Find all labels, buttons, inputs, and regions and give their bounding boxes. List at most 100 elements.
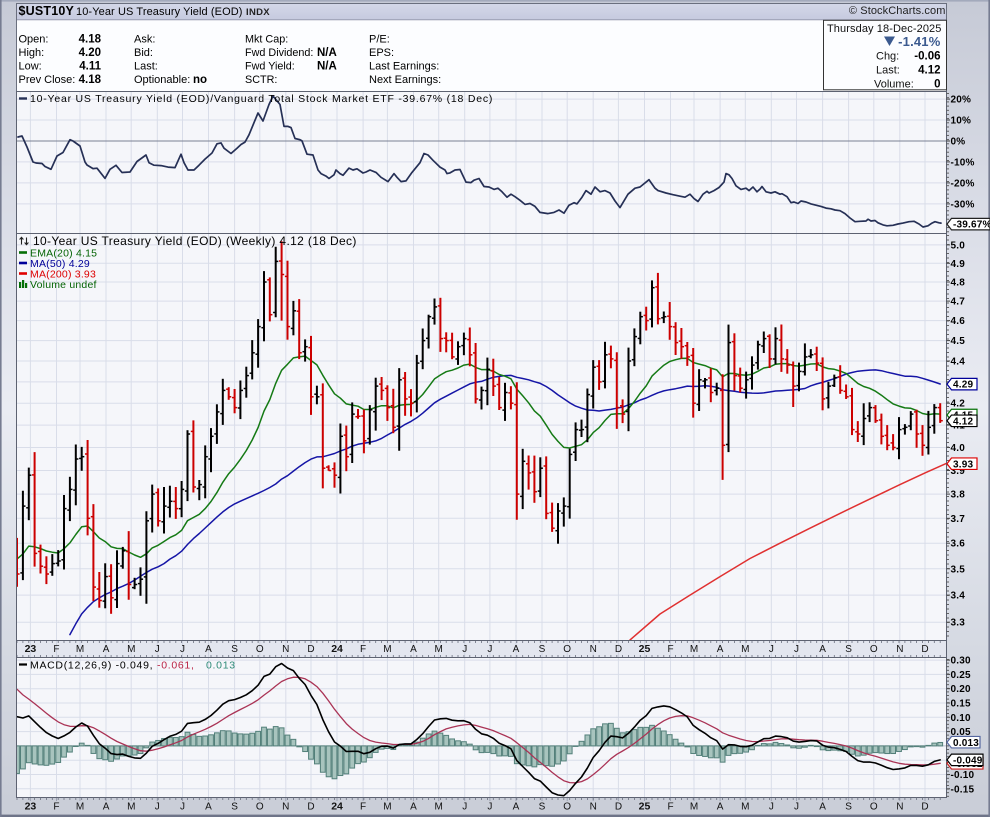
svg-text:-0.061,: -0.061,	[157, 660, 195, 672]
svg-text:0.20: 0.20	[951, 684, 972, 695]
svg-text:3.9: 3.9	[951, 466, 966, 477]
svg-text:MA(50) 4.29: MA(50) 4.29	[30, 258, 90, 270]
svg-text:-39.67%: -39.67%	[953, 220, 990, 231]
svg-text:M: M	[383, 644, 391, 655]
svg-text:J: J	[462, 802, 467, 813]
svg-text:F: F	[360, 644, 366, 655]
svg-text:F: F	[667, 802, 673, 813]
svg-text:Bid:: Bid:	[134, 47, 153, 59]
svg-text:J: J	[180, 802, 185, 813]
svg-text:10-Year US Treasury Yield (EOD: 10-Year US Treasury Yield (EOD)/Vanguard…	[30, 93, 493, 105]
svg-text:0.15: 0.15	[951, 699, 972, 710]
svg-text:N: N	[590, 644, 597, 655]
svg-text:Volume:: Volume:	[874, 79, 914, 91]
svg-text:4.9: 4.9	[951, 259, 966, 270]
svg-text:-0.06: -0.06	[914, 51, 940, 63]
svg-text:0: 0	[934, 79, 940, 91]
svg-text:S: S	[845, 644, 852, 655]
svg-text:D: D	[921, 802, 928, 813]
svg-text:23: 23	[25, 643, 37, 655]
svg-text:SCTR:: SCTR:	[245, 74, 277, 86]
svg-text:J: J	[180, 644, 185, 655]
svg-text:4.2: 4.2	[951, 399, 966, 410]
svg-text:$UST10Y: $UST10Y	[19, 4, 75, 18]
svg-text:O: O	[256, 802, 264, 813]
svg-text:F: F	[53, 644, 59, 655]
svg-text:10-Year US Treasury Yield (EOD: 10-Year US Treasury Yield (EOD) (Weekly)…	[33, 234, 357, 248]
svg-text:-0.049: -0.049	[953, 756, 983, 767]
svg-text:J: J	[155, 802, 160, 813]
svg-text:M: M	[76, 802, 84, 813]
svg-text:4.8: 4.8	[951, 277, 966, 288]
svg-text:3.3: 3.3	[951, 618, 966, 629]
svg-text:4.5: 4.5	[951, 336, 966, 347]
svg-text:3.8: 3.8	[951, 490, 966, 501]
svg-text:F: F	[667, 644, 673, 655]
svg-text:N/A: N/A	[317, 61, 337, 73]
svg-text:0.25: 0.25	[951, 670, 972, 681]
svg-text:Low:: Low:	[19, 61, 42, 73]
svg-text:EMA(20) 4.15: EMA(20) 4.15	[30, 248, 97, 260]
svg-text:O: O	[256, 644, 264, 655]
svg-text:A: A	[410, 644, 417, 655]
svg-text:A: A	[205, 802, 212, 813]
svg-text:Chg:: Chg:	[876, 51, 899, 63]
svg-text:O: O	[870, 802, 878, 813]
svg-text:0.013: 0.013	[953, 738, 979, 749]
svg-text:O: O	[563, 644, 571, 655]
svg-text:M: M	[127, 644, 135, 655]
svg-text:N: N	[896, 802, 903, 813]
svg-text:Optionable:: Optionable:	[134, 74, 190, 86]
svg-text:EPS:: EPS:	[369, 47, 394, 59]
svg-text:J: J	[487, 644, 492, 655]
svg-text:A: A	[717, 802, 724, 813]
svg-text:D: D	[307, 802, 314, 813]
svg-text:M: M	[690, 802, 698, 813]
svg-text:M: M	[690, 644, 698, 655]
svg-text:-30%: -30%	[951, 199, 975, 210]
svg-text:M: M	[383, 802, 391, 813]
svg-text:S: S	[231, 644, 238, 655]
svg-text:25: 25	[639, 801, 651, 813]
svg-text:Last:: Last:	[876, 65, 900, 77]
svg-text:A: A	[513, 802, 520, 813]
svg-text:P/E:: P/E:	[369, 34, 390, 46]
svg-text:0%: 0%	[951, 137, 966, 148]
svg-text:Mkt Cap:: Mkt Cap:	[245, 34, 288, 46]
svg-text:-10%: -10%	[951, 157, 975, 168]
svg-text:0.10: 0.10	[951, 713, 972, 724]
svg-text:S: S	[845, 802, 852, 813]
svg-text:N: N	[590, 802, 597, 813]
svg-text:Fwd Yield:: Fwd Yield:	[245, 61, 295, 73]
svg-text:S: S	[539, 802, 546, 813]
svg-text:25: 25	[639, 643, 651, 655]
svg-text:3.4: 3.4	[951, 591, 966, 602]
svg-text:D: D	[921, 644, 928, 655]
svg-text:N: N	[282, 802, 289, 813]
svg-text:4.20: 4.20	[79, 47, 101, 59]
svg-text:M: M	[741, 802, 749, 813]
svg-text:© StockCharts.com: © StockCharts.com	[849, 5, 946, 17]
svg-text:D: D	[615, 802, 622, 813]
svg-text:J: J	[794, 802, 799, 813]
svg-text:5.0: 5.0	[951, 240, 966, 251]
svg-text:N: N	[896, 644, 903, 655]
svg-text:Last Earnings:: Last Earnings:	[369, 61, 439, 73]
svg-text:Thursday 18-Dec-2025: Thursday 18-Dec-2025	[827, 23, 942, 35]
svg-text:M: M	[127, 802, 135, 813]
svg-text:A: A	[205, 644, 212, 655]
svg-text:Open:: Open:	[19, 34, 49, 46]
svg-text:Prev Close:: Prev Close:	[19, 74, 76, 86]
svg-text:A: A	[717, 644, 724, 655]
svg-text:N: N	[282, 644, 289, 655]
svg-text:M: M	[741, 644, 749, 655]
svg-text:O: O	[870, 644, 878, 655]
svg-text:4.18: 4.18	[79, 74, 102, 86]
svg-text:INDX: INDX	[246, 7, 270, 18]
svg-text:0.013: 0.013	[206, 660, 236, 672]
svg-text:O: O	[563, 802, 571, 813]
svg-text:10%: 10%	[951, 116, 972, 127]
svg-text:Last:: Last:	[134, 61, 158, 73]
svg-text:J: J	[462, 644, 467, 655]
svg-text:0.05: 0.05	[951, 727, 972, 738]
